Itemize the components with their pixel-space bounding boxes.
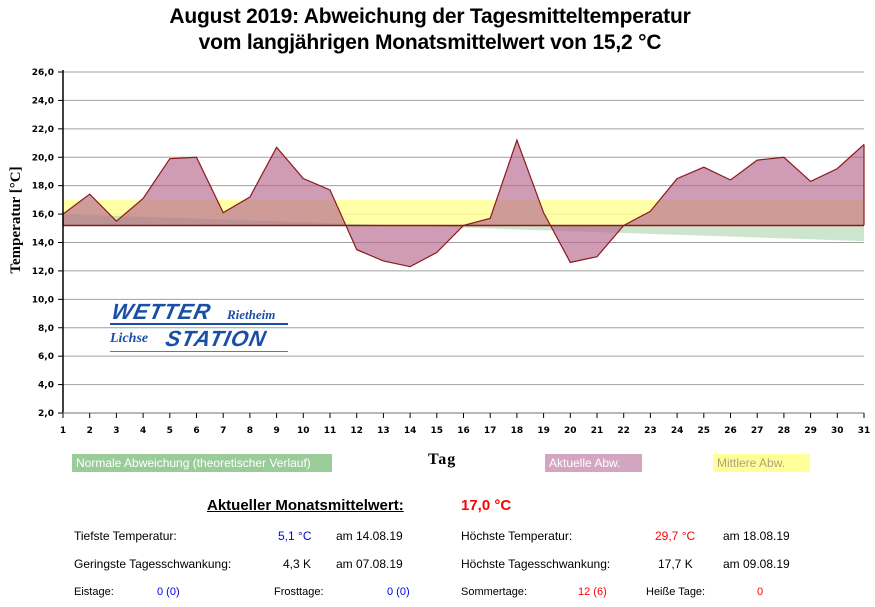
ice-days-value: 0 (0) <box>157 586 180 598</box>
y-tick-label: 16,0 <box>32 210 54 220</box>
legend-actual: Aktuelle Abw. <box>545 454 642 472</box>
min-range-date: am 07.08.19 <box>336 557 403 571</box>
logo-rietheim: Rietheim <box>227 307 276 322</box>
chart-title: August 2019: Abweichung der Tagesmittelt… <box>169 5 691 28</box>
chart-subtitle: vom langjährigen Monatsmittelwert von 15… <box>198 31 662 54</box>
x-tick-label: 7 <box>220 426 226 436</box>
x-tick-label: 28 <box>778 426 791 436</box>
x-tick-label: 24 <box>671 426 684 436</box>
y-tick-label: 6,0 <box>38 352 54 362</box>
x-tick-label: 1 <box>60 426 66 436</box>
logo-lichse: Lichse <box>110 331 149 346</box>
average-heading: Aktueller Monatsmittelwert: <box>207 497 404 514</box>
actual-area-fill <box>63 140 864 267</box>
max-temp-label: Höchste Temperatur: <box>461 529 573 543</box>
x-tick-label: 3 <box>113 426 119 436</box>
x-tick-labels: 1 2 3 4 5 6 7 8 9 10 11 12 13 14 15 16 17 18 19 20 21 22 23 24 2… <box>60 426 870 436</box>
max-temp-value: 29,7 °C <box>655 529 696 543</box>
x-tick-label: 10 <box>297 426 310 436</box>
x-tick-label: 13 <box>377 426 390 436</box>
summer-days-label: Sommertage: <box>461 586 528 598</box>
x-tick-label: 21 <box>591 426 604 436</box>
x-tick-label: 12 <box>350 426 363 436</box>
x-tick-label: 27 <box>751 426 764 436</box>
hot-days-label: Heiße Tage: <box>646 586 706 598</box>
min-temp-value: 5,1 °C <box>278 529 312 543</box>
ice-days-label: Eistage: <box>74 586 114 598</box>
x-tick-label: 30 <box>831 426 844 436</box>
y-tick-label: 24,0 <box>32 96 54 106</box>
y-tick-label: 2,0 <box>38 409 54 419</box>
y-tick-label: 14,0 <box>32 239 54 249</box>
y-axis-label: Temperatur [°C] <box>8 166 24 273</box>
summer-days-value: 12 (6) <box>578 586 607 598</box>
hot-days-value: 0 <box>757 586 764 598</box>
y-tick-label: 26,0 <box>32 68 54 78</box>
y-tick-label: 12,0 <box>32 267 54 277</box>
x-tick-label: 4 <box>140 426 146 436</box>
axes <box>58 70 865 418</box>
frost-days-value: 0 (0) <box>387 586 410 598</box>
max-range-value: 17,7 K <box>658 557 693 571</box>
x-tick-label: 5 <box>167 426 173 436</box>
x-tick-label: 19 <box>537 426 550 436</box>
y-tick-labels: 2,0 4,0 6,0 8,0 10,0 12,0 14,0 16,0 18,0 20,0 22,0… <box>32 68 54 419</box>
frost-days-label: Frosttage: <box>274 586 324 598</box>
x-tick-label: 8 <box>247 426 253 436</box>
x-tick-label: 9 <box>273 426 279 436</box>
y-tick-label: 10,0 <box>32 295 54 305</box>
logo-divider <box>110 323 288 325</box>
x-tick-label: 16 <box>457 426 470 436</box>
x-tick-label: 23 <box>644 426 657 436</box>
logo: WETTER Rietheim Lichse STATION <box>109 299 290 355</box>
y-tick-label: 22,0 <box>32 125 54 135</box>
x-tick-label: 18 <box>511 426 524 436</box>
y-tick-label: 18,0 <box>32 182 54 192</box>
x-tick-label: 15 <box>431 426 444 436</box>
y-tick-label: 4,0 <box>38 381 54 391</box>
x-tick-label: 29 <box>804 426 817 436</box>
y-tick-label: 8,0 <box>38 324 54 334</box>
chart-svg: 2,0 4,0 6,0 8,0 10,0 12,0 14,0 16,0 18,0 20,0 22,0… <box>8 68 870 436</box>
legend-normal: Normale Abweichung (theoretischer Verlau… <box>72 454 332 472</box>
max-temp-date: am 18.08.19 <box>723 529 790 543</box>
logo-station: STATION <box>163 326 270 351</box>
legend-mean: Mittlere Abw. <box>713 454 810 472</box>
x-tick-label: 2 <box>87 426 93 436</box>
max-range-label: Höchste Tagesschwankung: <box>461 557 611 571</box>
logo-wetter: WETTER <box>109 299 214 324</box>
x-tick-label: 22 <box>617 426 630 436</box>
average-value: 17,0 °C <box>461 497 512 514</box>
x-tick-label: 11 <box>324 426 337 436</box>
min-temp-date: am 14.08.19 <box>336 529 403 543</box>
min-range-label: Geringste Tagesschwankung: <box>74 557 232 571</box>
min-temp-label: Tiefste Temperatur: <box>74 529 177 543</box>
x-tick-label: 31 <box>858 426 871 436</box>
x-tick-label: 26 <box>724 426 737 436</box>
x-tick-label: 20 <box>564 426 577 436</box>
max-range-date: am 09.08.19 <box>723 557 790 571</box>
x-tick-label: 17 <box>484 426 497 436</box>
y-tick-label: 20,0 <box>32 153 54 163</box>
x-tick-label: 25 <box>698 426 711 436</box>
x-axis-label: Tag <box>428 451 457 468</box>
logo-underline <box>110 351 288 352</box>
x-tick-label: 14 <box>404 426 417 436</box>
x-tick-label: 6 <box>193 426 199 436</box>
min-range-value: 4,3 K <box>283 557 312 571</box>
